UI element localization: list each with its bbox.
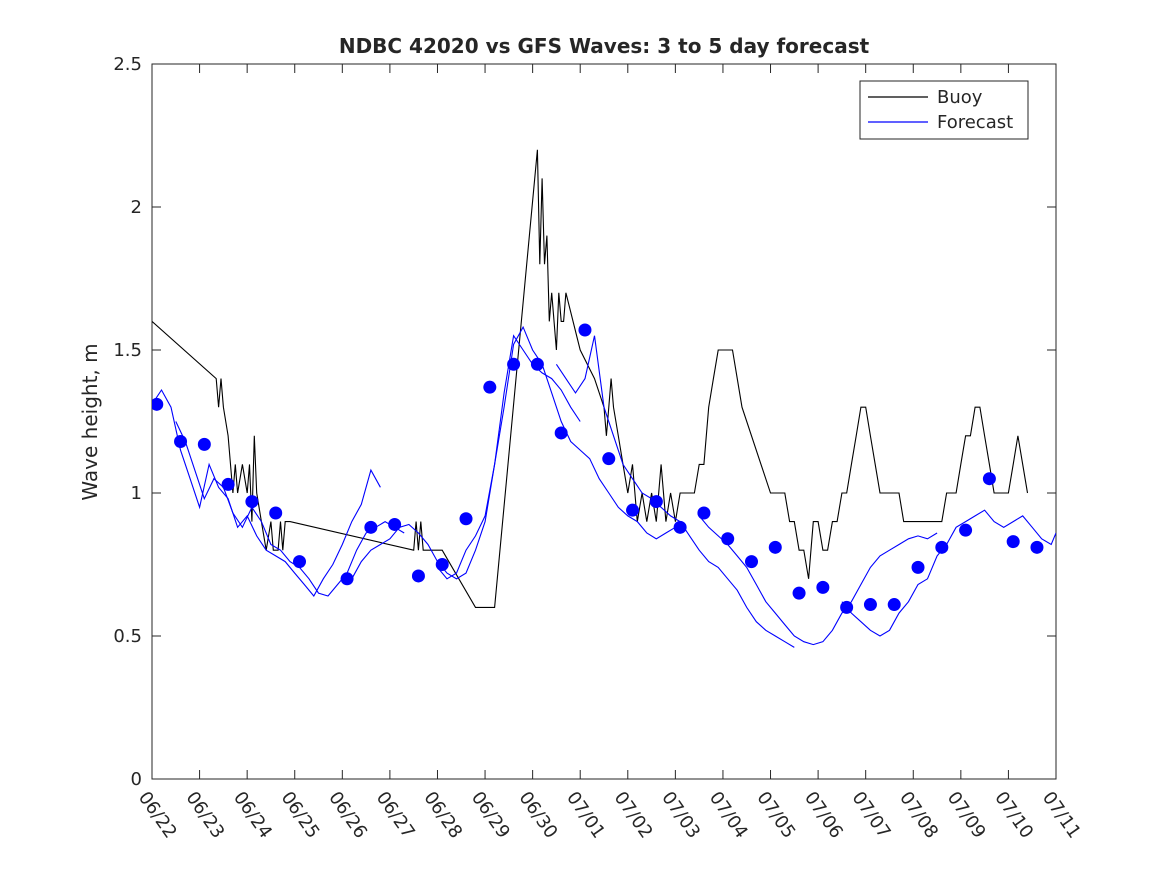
forecast-line (698, 515, 938, 646)
forecast-point (673, 520, 687, 534)
forecast-point (459, 512, 473, 526)
forecast-point (982, 472, 996, 486)
forecast-point (435, 558, 449, 571)
forecast-point (245, 495, 259, 509)
forecast-line (555, 335, 795, 648)
forecast-point (340, 572, 354, 586)
chart-title: NDBC 42020 vs GFS Waves: 3 to 5 day fore… (339, 34, 870, 58)
forecast-point (935, 540, 949, 554)
forecast-point (649, 495, 663, 509)
forecast-point (863, 598, 877, 612)
forecast-line (437, 325, 676, 580)
forecast-point (1030, 540, 1044, 554)
forecast-point (626, 503, 640, 517)
forecast-point (602, 452, 616, 466)
y-tick-label: 1 (131, 483, 142, 504)
forecast-point (292, 555, 306, 569)
y-tick-label: 2 (131, 197, 142, 218)
forecast-point (483, 380, 497, 394)
y-tick-label: 2.5 (113, 54, 142, 75)
forecast-point (816, 580, 830, 594)
legend: Buoy Forecast (859, 80, 1029, 140)
legend-label-buoy: Buoy (937, 87, 983, 108)
forecast-point (152, 397, 164, 411)
forecast-point (530, 357, 544, 371)
forecast-point (840, 600, 854, 614)
forecast-point (411, 569, 425, 583)
forecast-point (578, 323, 592, 337)
forecast-point (221, 477, 235, 491)
forecast-point (768, 540, 782, 554)
forecast-point (911, 560, 925, 574)
series-layer (152, 149, 1056, 648)
legend-label-forecast: Forecast (937, 112, 1013, 133)
forecast-point (197, 437, 211, 451)
y-tick-label: 0 (131, 769, 142, 790)
forecast-point (792, 586, 806, 600)
forecast-line (351, 334, 581, 580)
forecast-point (744, 555, 758, 569)
forecast-point (554, 426, 568, 440)
forecast-point (697, 506, 711, 520)
forecast-point (269, 506, 283, 520)
forecast-point (1006, 535, 1020, 549)
legend-box (859, 80, 1029, 140)
forecast-point (959, 523, 973, 537)
forecast-line (152, 388, 381, 597)
forecast-line (175, 421, 405, 597)
forecast-point (174, 435, 188, 449)
axes-box (151, 63, 1057, 780)
buoy-line (152, 149, 1029, 608)
forecast-line (841, 509, 1056, 637)
forecast-point (364, 520, 378, 534)
forecast-point (887, 598, 901, 612)
forecast-point (507, 357, 521, 371)
forecast-point (721, 532, 735, 546)
y-axis-label: Wave height, m (78, 343, 102, 500)
forecast-point (388, 517, 402, 531)
y-tick-label: 0.5 (113, 626, 142, 647)
y-tick-label: 1.5 (113, 340, 142, 361)
